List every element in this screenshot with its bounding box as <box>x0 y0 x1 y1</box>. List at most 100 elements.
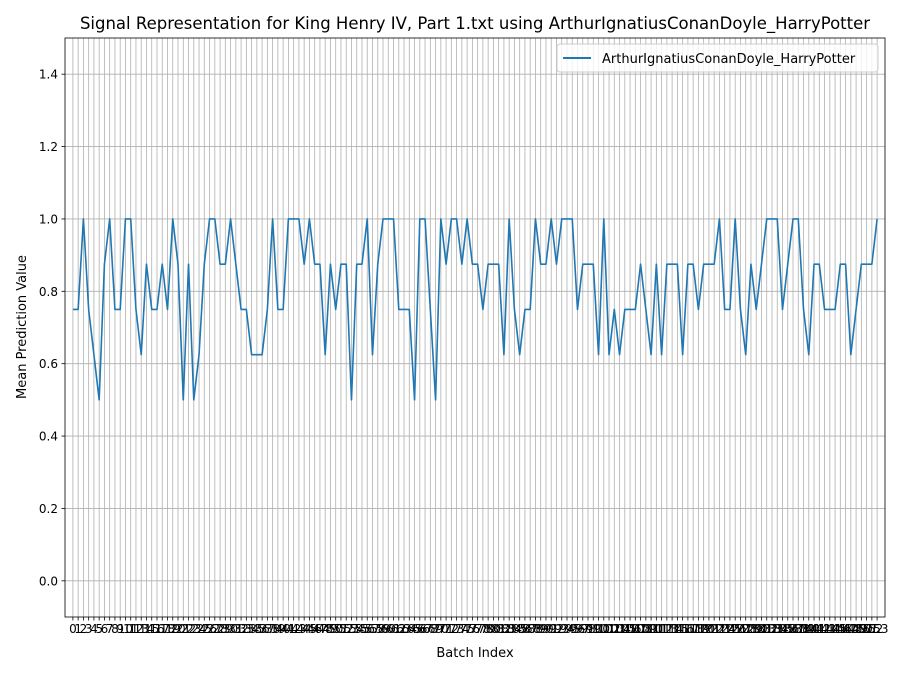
x-tick-label: 23 <box>186 622 201 636</box>
y-tick-label: 0.6 <box>39 357 58 371</box>
x-tick-label: 127 <box>729 622 752 636</box>
x-tick-label: 12 <box>128 622 143 636</box>
y-tick-label: 0.4 <box>39 430 58 444</box>
x-tick-label: 84 <box>507 622 522 636</box>
x-tick-label: 41 <box>281 622 296 636</box>
x-tick-label: 89 <box>533 622 548 636</box>
x-tick-label: 128 <box>734 622 757 636</box>
x-tick-label: 59 <box>375 622 390 636</box>
x-tick-label: 143 <box>813 622 836 636</box>
x-tick-label: 61 <box>386 622 401 636</box>
x-tick-label: 47 <box>312 622 327 636</box>
x-tick-label: 144 <box>818 622 841 636</box>
x-tick-label: 83 <box>502 622 517 636</box>
x-tick-label: 66 <box>412 622 427 636</box>
y-axis-ticks: 0.0 0.2 0.4 0.6 0.8 1.0 1.2 1.4 <box>39 68 65 588</box>
x-tick-label: 134 <box>766 622 789 636</box>
x-tick-label: 19 <box>165 622 180 636</box>
x-tick-label: 94 <box>559 622 574 636</box>
x-tick-label: 24 <box>191 622 206 636</box>
x-tick-label: 6 <box>101 622 109 636</box>
x-tick-label: 60 <box>381 622 396 636</box>
x-tick-label: 96 <box>570 622 585 636</box>
x-tick-label: 79 <box>481 622 496 636</box>
x-tick-label: 137 <box>782 622 805 636</box>
x-tick-label: 122 <box>703 622 726 636</box>
x-tick-label: 136 <box>776 622 799 636</box>
x-tick-label: 46 <box>307 622 322 636</box>
x-tick-label: 106 <box>619 622 642 636</box>
x-tick-label: 153 <box>866 622 889 636</box>
x-tick-label: 104 <box>608 622 631 636</box>
x-tick-label: 4 <box>90 622 98 636</box>
x-tick-label: 113 <box>655 622 678 636</box>
x-axis-label: Batch Index <box>436 646 514 661</box>
x-axis-ticks: 0123456789101112131415161718192021222324… <box>69 617 889 636</box>
x-tick-label: 50 <box>328 622 343 636</box>
x-tick-label: 138 <box>787 622 810 636</box>
x-tick-label: 45 <box>302 622 317 636</box>
x-tick-label: 117 <box>676 622 699 636</box>
x-tick-label: 56 <box>360 622 375 636</box>
x-tick-label: 124 <box>713 622 736 636</box>
x-tick-label: 9 <box>116 622 124 636</box>
plot-area <box>65 38 885 617</box>
x-tick-label: 149 <box>845 622 868 636</box>
x-tick-label: 73 <box>449 622 464 636</box>
x-tick-label: 51 <box>333 622 348 636</box>
x-tick-label: 3 <box>85 622 93 636</box>
x-tick-label: 112 <box>650 622 673 636</box>
x-tick-label: 25 <box>197 622 212 636</box>
x-tick-label: 140 <box>797 622 820 636</box>
y-axis-label: Mean Prediction Value <box>15 255 30 399</box>
x-tick-label: 86 <box>517 622 532 636</box>
x-tick-label: 114 <box>661 622 684 636</box>
x-tick-label: 21 <box>176 622 191 636</box>
x-tick-label: 48 <box>318 622 333 636</box>
x-tick-label: 76 <box>465 622 480 636</box>
x-tick-label: 92 <box>549 622 564 636</box>
x-tick-label: 110 <box>640 622 663 636</box>
x-tick-label: 91 <box>544 622 559 636</box>
series-group <box>72 218 878 401</box>
legend-entry-label: ArthurIgnatiusConanDoyle_HarryPotter <box>602 52 856 67</box>
x-tick-label: 64 <box>402 622 417 636</box>
x-tick-label: 99 <box>586 622 601 636</box>
y-tick-label: 1.2 <box>39 140 58 154</box>
x-tick-label: 27 <box>207 622 222 636</box>
x-tick-label: 72 <box>444 622 459 636</box>
y-tick-label: 0.0 <box>39 574 58 588</box>
x-tick-label: 29 <box>218 622 233 636</box>
x-tick-label: 141 <box>803 622 826 636</box>
chart-title: Signal Representation for King Henry IV,… <box>80 14 870 34</box>
x-tick-label: 133 <box>761 622 784 636</box>
x-tick-label: 55 <box>354 622 369 636</box>
x-tick-label: 100 <box>587 622 610 636</box>
x-tick-label: 40 <box>276 622 291 636</box>
x-tick-label: 52 <box>339 622 354 636</box>
x-tick-label: 150 <box>850 622 873 636</box>
x-tick-label: 129 <box>740 622 763 636</box>
x-tick-label: 35 <box>249 622 264 636</box>
x-tick-label: 22 <box>181 622 196 636</box>
x-tick-label: 145 <box>824 622 847 636</box>
x-tick-label: 33 <box>239 622 254 636</box>
x-tick-label: 30 <box>223 622 238 636</box>
x-tick-label: 70 <box>433 622 448 636</box>
x-tick-label: 85 <box>512 622 527 636</box>
x-tick-label: 108 <box>629 622 652 636</box>
plot-frame <box>64 37 886 618</box>
x-tick-label: 14 <box>139 622 154 636</box>
x-tick-label: 147 <box>834 622 857 636</box>
x-tick-label: 125 <box>718 622 741 636</box>
x-tick-label: 88 <box>528 622 543 636</box>
x-tick-label: 2 <box>80 622 88 636</box>
x-tick-label: 15 <box>144 622 159 636</box>
x-tick-label: 11 <box>123 622 138 636</box>
x-tick-label: 132 <box>755 622 778 636</box>
x-tick-label: 39 <box>270 622 285 636</box>
x-tick-label: 36 <box>254 622 269 636</box>
x-tick-label: 75 <box>459 622 474 636</box>
legend-box <box>556 43 879 73</box>
